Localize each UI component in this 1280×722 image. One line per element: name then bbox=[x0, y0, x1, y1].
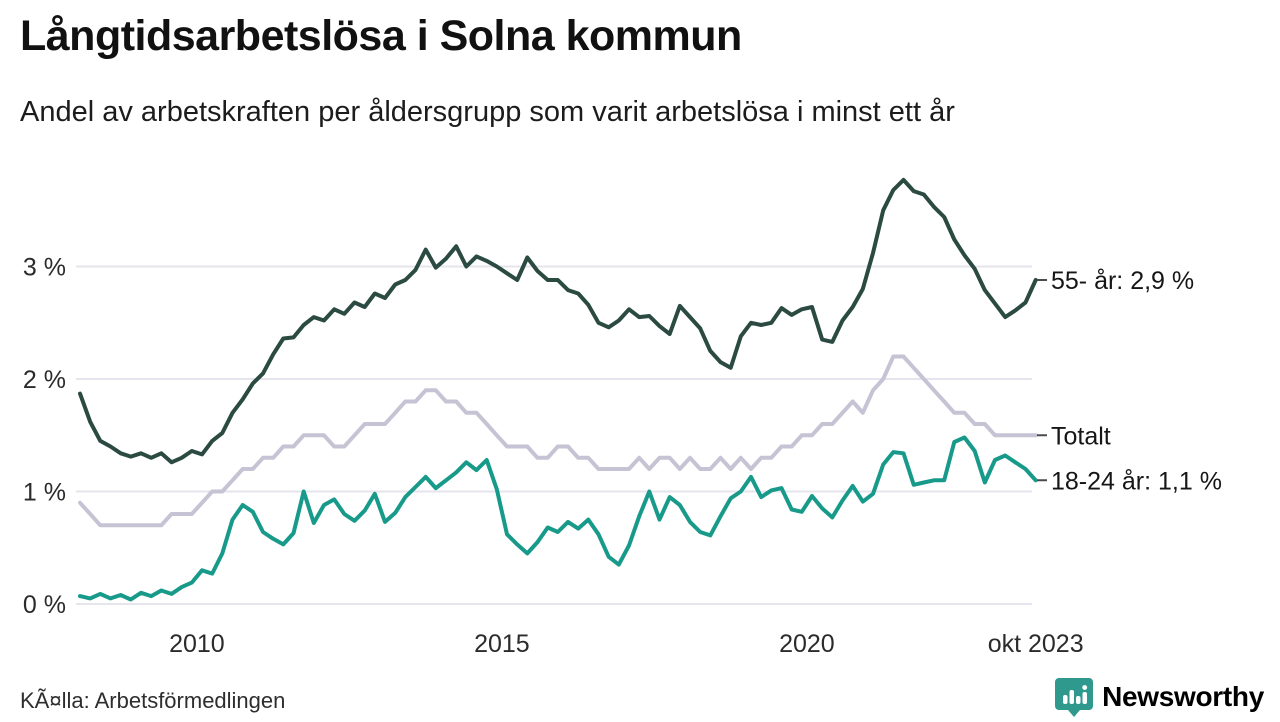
x-tick-label: okt 2023 bbox=[988, 630, 1084, 658]
newsworthy-logo-icon bbox=[1054, 676, 1094, 717]
y-tick-label: 2 % bbox=[23, 366, 66, 394]
chart-subtitle: Andel av arbetskraften per åldersgrupp s… bbox=[20, 96, 955, 128]
y-tick-label: 3 % bbox=[23, 254, 66, 282]
series-end-label-totalt: Totalt bbox=[1051, 422, 1111, 450]
page-title: Långtidsarbetslösa i Solna kommun bbox=[20, 12, 742, 60]
x-tick-label: 2010 bbox=[169, 630, 225, 658]
newsworthy-brand: Newsworthy bbox=[1054, 676, 1264, 717]
series-line-totalt bbox=[78, 354, 1038, 528]
series-line-55-ar bbox=[78, 177, 1038, 465]
series-line-18-24-ar bbox=[78, 435, 1038, 602]
x-tick-label: 2020 bbox=[779, 630, 835, 658]
source-attribution: KÃ¤lla: Arbetsförmedlingen bbox=[20, 688, 286, 713]
y-tick-label: 0 % bbox=[23, 591, 66, 619]
newsworthy-wordmark: Newsworthy bbox=[1102, 680, 1264, 712]
y-tick-label: 1 % bbox=[23, 479, 66, 507]
series-end-label-18-24-ar: 18-24 år: 1,1 % bbox=[1051, 467, 1222, 495]
x-tick-label: 2015 bbox=[474, 630, 530, 658]
series-end-label-55-ar: 55- år: 2,9 % bbox=[1051, 267, 1194, 295]
